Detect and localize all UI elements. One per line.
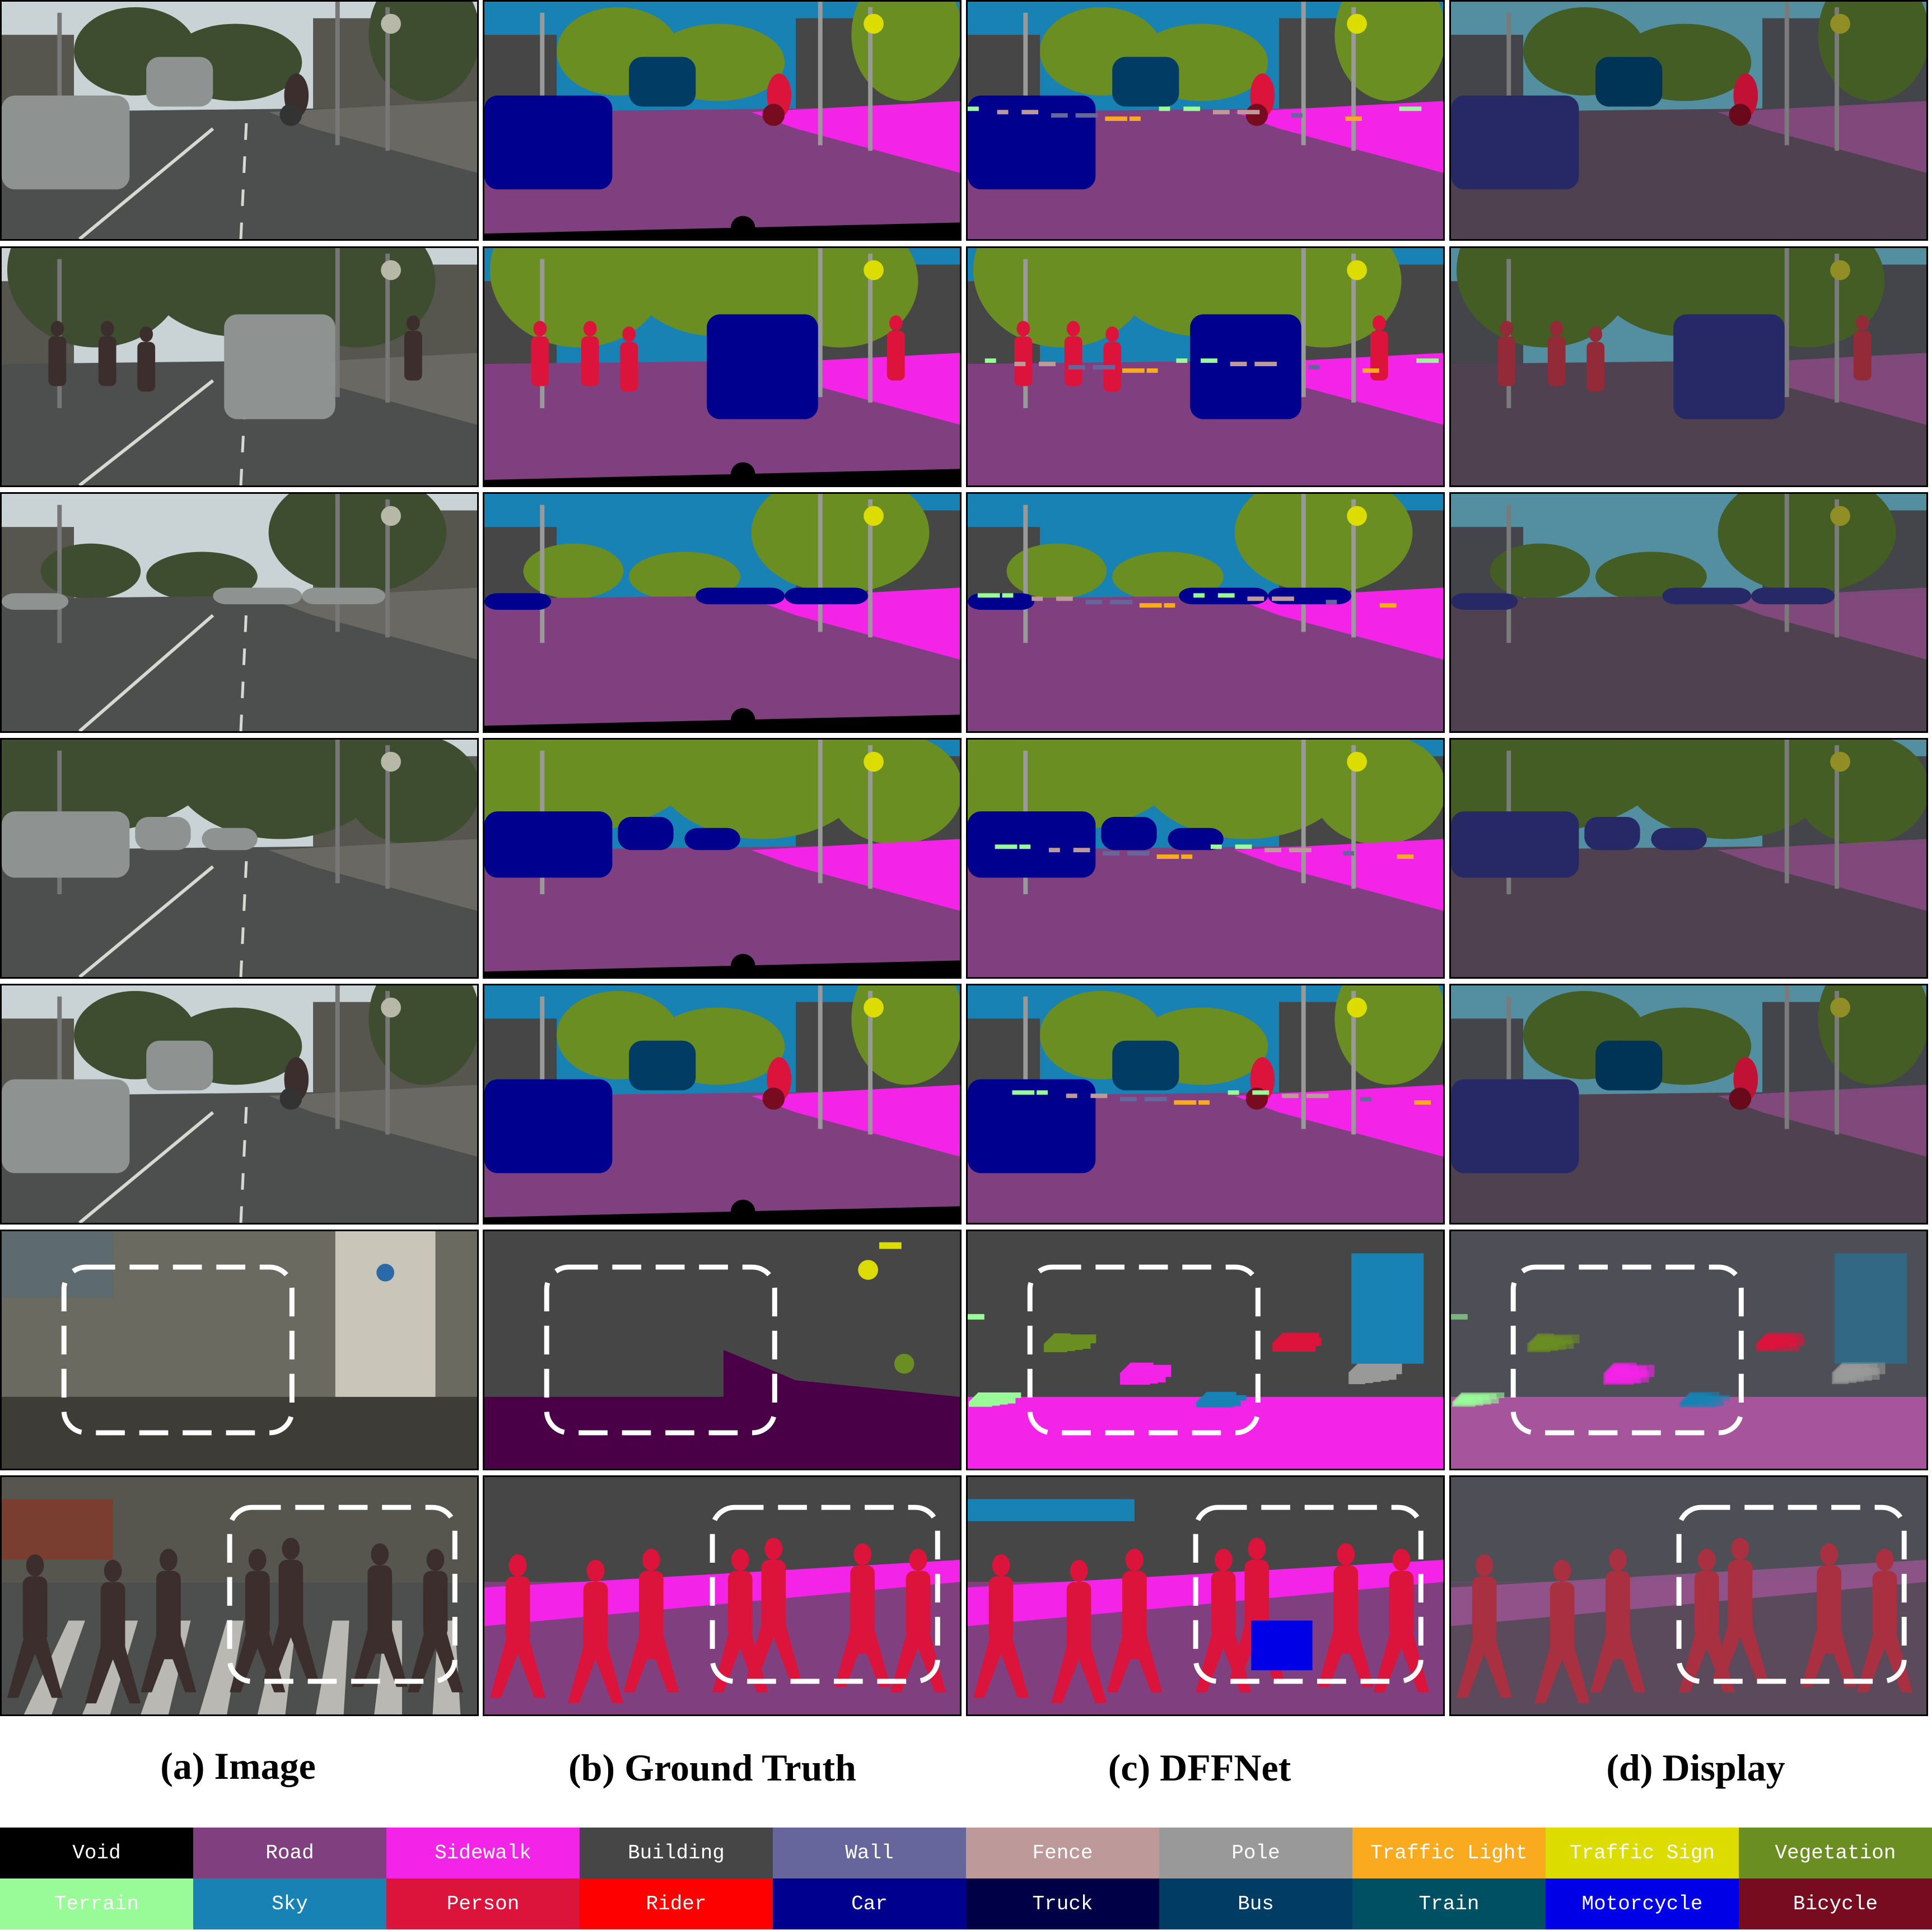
panel-dffnet-row-1 [966, 0, 1445, 241]
scene-image [968, 1231, 1443, 1469]
scene-image [484, 985, 960, 1223]
highlight-box [544, 1264, 777, 1436]
scene-image [484, 248, 960, 485]
panel-ground-truth-row-7 [483, 1475, 962, 1716]
scene-image [1451, 985, 1926, 1223]
legend-swatch-motorcycle: Motorcycle [1546, 1878, 1739, 1929]
column-title-dffnet: (c) DFFNet [1108, 1746, 1291, 1789]
figure-grid [0, 0, 1928, 1716]
scene-image [2, 740, 477, 977]
panel-dffnet-row-3 [966, 492, 1445, 733]
panel-ground-truth-row-6 [483, 1230, 962, 1470]
scene-image [2, 1477, 477, 1714]
panel-ground-truth-row-4 [483, 738, 962, 979]
legend-swatch-vegetation: Vegetation [1739, 1828, 1932, 1878]
scene-image [968, 248, 1443, 485]
legend-swatch-wall: Wall [773, 1828, 966, 1878]
scene-image [2, 494, 477, 731]
scene-image [484, 494, 960, 731]
panel-image-row-1 [0, 0, 479, 241]
panel-dffnet-row-7 [966, 1475, 1445, 1716]
legend-swatch-fence: Fence [966, 1828, 1159, 1878]
panel-image-row-7 [0, 1475, 479, 1716]
scene-image [484, 1477, 960, 1714]
scene-image [2, 2, 477, 239]
scene-image [484, 740, 960, 977]
column-title-ground-truth: (b) Ground Truth [568, 1746, 856, 1789]
panel-dffnet-row-2 [966, 246, 1445, 487]
highlight-box [1510, 1264, 1744, 1436]
panel-ground-truth-row-3 [483, 492, 962, 733]
scene-image [2, 248, 477, 485]
legend-swatch-sidewalk: Sidewalk [386, 1828, 580, 1878]
panel-ground-truth-row-2 [483, 246, 962, 487]
legend-swatch-truck: Truck [966, 1878, 1159, 1929]
legend-swatch-pole: Pole [1159, 1828, 1352, 1878]
highlight-box [1027, 1264, 1261, 1436]
legend-swatch-traffic-light: Traffic Light [1352, 1828, 1546, 1878]
scene-image [484, 1231, 960, 1469]
highlight-box [61, 1264, 295, 1436]
highlight-box [710, 1504, 940, 1684]
column-title-image: (a) Image [160, 1745, 316, 1787]
panel-image-row-5 [0, 984, 479, 1225]
scene-image [1451, 1477, 1926, 1714]
panel-image-row-2 [0, 246, 479, 487]
legend-swatch-train: Train [1352, 1878, 1546, 1929]
scene-image [968, 2, 1443, 239]
panel-display-row-3 [1449, 492, 1928, 733]
panel-display-row-2 [1449, 246, 1928, 487]
class-color-legend: Void Road Sidewalk Building Wall Fence Pole Tra… [0, 1828, 1932, 1930]
scene-image [1451, 740, 1926, 977]
panel-display-row-5 [1449, 984, 1928, 1225]
scene-image [1451, 248, 1926, 485]
scene-image [968, 740, 1443, 977]
panel-image-row-3 [0, 492, 479, 733]
highlight-box [227, 1504, 458, 1684]
scene-image [484, 2, 960, 239]
panel-dffnet-row-6 [966, 1230, 1445, 1470]
scene-image [1451, 494, 1926, 731]
scene-image [1451, 2, 1926, 239]
legend-swatch-terrain: Terrain [0, 1878, 193, 1929]
panel-display-row-6 [1449, 1230, 1928, 1470]
legend-swatch-person: Person [386, 1878, 580, 1929]
panel-display-row-7 [1449, 1475, 1928, 1716]
scene-image [968, 494, 1443, 731]
scene-image [1451, 1231, 1926, 1469]
highlight-box [1676, 1504, 1907, 1684]
scene-image [968, 1477, 1443, 1714]
legend-swatch-bus: Bus [1159, 1878, 1352, 1929]
panel-dffnet-row-4 [966, 738, 1445, 979]
legend-swatch-void: Void [0, 1828, 193, 1878]
legend-swatch-bicycle: Bicycle [1739, 1878, 1932, 1929]
legend-swatch-traffic-sign: Traffic Sign [1546, 1828, 1739, 1878]
panel-ground-truth-row-1 [483, 0, 962, 241]
column-title-display: (d) Display [1606, 1746, 1785, 1789]
scene-image [968, 985, 1443, 1223]
legend-swatch-rider: Rider [580, 1878, 773, 1929]
scene-image [2, 985, 477, 1223]
highlight-box [1193, 1504, 1424, 1684]
scene-image [2, 1231, 477, 1469]
panel-display-row-4 [1449, 738, 1928, 979]
legend-swatch-sky: Sky [193, 1878, 386, 1929]
panel-dffnet-row-5 [966, 984, 1445, 1225]
legend-swatch-road: Road [193, 1828, 386, 1878]
panel-image-row-6 [0, 1230, 479, 1470]
legend-swatch-building: Building [580, 1828, 773, 1878]
panel-image-row-4 [0, 738, 479, 979]
legend-swatch-car: Car [773, 1878, 966, 1929]
panel-ground-truth-row-5 [483, 984, 962, 1225]
panel-display-row-1 [1449, 0, 1928, 241]
